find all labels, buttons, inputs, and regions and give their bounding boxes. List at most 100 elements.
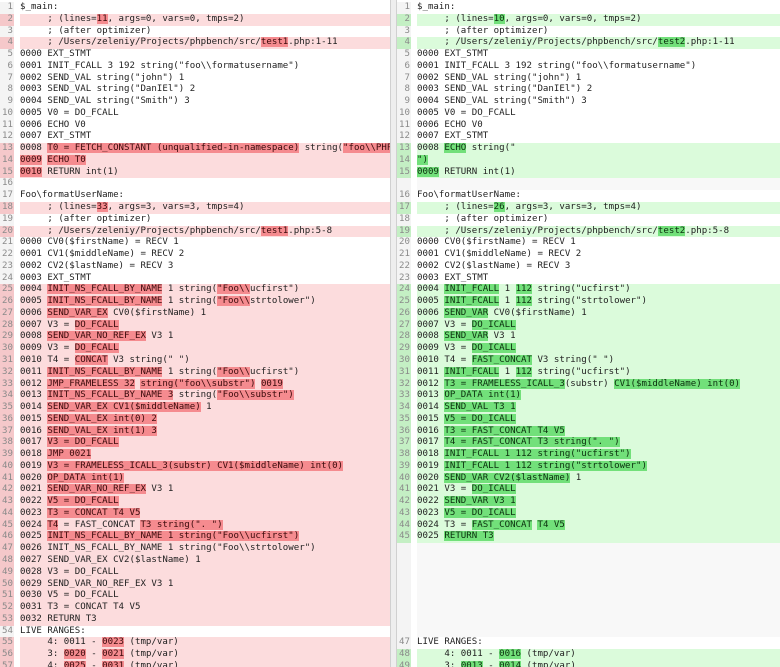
diff-change-highlight: test1 (260, 225, 289, 236)
left-line-38: 38 0017 V3 = DO_FCALL (0, 437, 390, 450)
code-text: 0006 SEND_VAR CV0($firstName) 1 (417, 307, 780, 320)
line-number: 16 (0, 178, 14, 191)
code-text: 4: 0011 - 0023 (tmp/var) (20, 637, 390, 650)
left-line-9: 9 0004 SEND_VAL string("Smith") 3 (0, 96, 390, 108)
line-number: 21 (397, 249, 411, 261)
code-text (417, 566, 780, 579)
right-line-1: 1 $_main: (397, 2, 780, 14)
code-text: 0014 SEND_VAR_EX CV1($middleName) 1 (20, 402, 390, 414)
line-number: 24 (0, 272, 14, 285)
line-number: 7 (0, 72, 14, 85)
line-number: 37 (0, 425, 14, 438)
line-number: 48 (0, 554, 14, 567)
line-number: 13 (397, 143, 411, 155)
diff-change-highlight: 26 (493, 202, 505, 213)
code-text: 0020 SEND_VAR CV2($lastName) 1 (417, 472, 780, 485)
right-line-14: 14 ") (397, 154, 780, 167)
right-line-43: 43 0023 V5 = DO_ICALL (397, 507, 780, 520)
code-text: 0013 INIT_NS_FCALL_BY_NAME 3 string("Foo… (20, 390, 390, 403)
diff-change-highlight: 112 (515, 284, 532, 295)
code-text: 0009 V3 = DO_ICALL (417, 343, 780, 355)
left-line-44: 44 0023 T3 = CONCAT T4 V5 (0, 507, 390, 520)
diff-change-highlight: V5 = DO_FCALL (47, 496, 119, 507)
right-line-12: 12 0007 EXT_STMT (397, 131, 780, 144)
right-line-16: 16 Foo\formatUserName: (397, 190, 780, 203)
left-line-24: 24 0003 EXT_STMT (0, 272, 390, 285)
left-line-15: 15 0010 RETURN int(1) (0, 166, 390, 179)
diff-change-highlight: OP_DATA int(1) (47, 472, 125, 483)
left-line-56: 56 3: 0020 - 0021 (tmp/var) (0, 649, 390, 661)
right-pane-modified[interactable]: 1 $_main: 2 ; (lines=10, args=0, vars=0, t… (397, 2, 780, 667)
right-line-15: 15 0009 RETURN int(1) (397, 166, 780, 179)
right-line-32: 32 0012 T3 = FRAMELESS_ICALL_3(substr) CV… (397, 378, 780, 391)
left-line-35: 35 0014 SEND_VAR_EX CV1($middleName) 1 (0, 402, 390, 414)
diff-change-highlight: JMP_FRAMELESS 32 (47, 378, 135, 389)
right-line-9: 9 0004 SEND_VAL string("Smith") 3 (397, 96, 780, 108)
code-text: 0018 JMP 0021 (20, 449, 390, 461)
left-line-30: 30 0009 V3 = DO_FCALL (0, 343, 390, 355)
line-number: 22 (397, 260, 411, 273)
code-text: 0017 V3 = DO_FCALL (20, 437, 390, 450)
diff-change-highlight: 0010 (20, 166, 42, 177)
code-text: ; (after optimizer) (417, 25, 549, 36)
line-number: 17 (0, 190, 14, 203)
code-text: 0001 CV1($middleName) = RECV 2 (417, 249, 582, 260)
line-number: 14 (0, 154, 14, 167)
right-line-38: 38 0018 INIT_FCALL 1 112 string("ucfirst"… (397, 449, 780, 461)
code-text: 0004 INIT_NS_FCALL_BY_NAME 1 string("Foo… (20, 284, 390, 297)
diff-change-highlight: "Foo\\ (217, 296, 250, 307)
line-number (397, 178, 411, 191)
diff-change-highlight: SEND_VAL_EX int(1) 3 (47, 425, 157, 436)
diff-change-highlight: ECHO T0 (47, 154, 86, 165)
code-text: 0024 T3 = FAST_CONCAT T4 V5 (417, 519, 780, 532)
diff-change-highlight: T4 V5 (537, 519, 565, 530)
code-text: ; (lines=26, args=3, vars=3, tmps=4) (417, 202, 780, 214)
code-text: 0025 INIT_NS_FCALL_BY_NAME 1 string("Foo… (20, 531, 390, 544)
line-number: 20 (397, 237, 411, 250)
left-line-17: 17 Foo\formatUserName: (0, 190, 390, 203)
code-text (417, 578, 780, 591)
left-line-4: 4 ; /Users/zeleniy/Projects/phpbench/src… (0, 37, 390, 50)
diff-change-highlight: 0009 (417, 166, 439, 177)
code-text: 0008 T0 = FETCH_CONSTANT (unqualified-in… (20, 143, 390, 155)
right-line-filler-52 (397, 613, 780, 626)
code-text: 0021 SEND_VAR_NO_REF_EX V3 1 (20, 484, 390, 497)
right-line-filler-53 (397, 625, 780, 638)
code-text: LIVE RANGES: (20, 625, 86, 636)
line-number: 3 (397, 25, 411, 38)
code-text: 0002 SEND_VAL string("john") 1 (20, 72, 185, 83)
code-text: 0005 INIT_NS_FCALL_BY_NAME 1 string("Foo… (20, 296, 390, 308)
line-number: 43 (397, 507, 411, 520)
pane-divider[interactable] (390, 0, 397, 667)
right-line-filler-47 (397, 554, 780, 567)
code-text: 4: 0011 - 0016 (tmp/var) (417, 649, 780, 661)
left-line-57: 57 4: 0025 - 0031 (tmp/var) (0, 660, 390, 667)
line-number: 34 (0, 390, 14, 403)
diff-change-highlight: 0013 (460, 660, 483, 667)
diff-change-highlight: "Foo\\ (217, 366, 250, 377)
right-line-filler-48 (397, 566, 780, 579)
line-number (397, 543, 411, 555)
diff-change-highlight: 0021 (102, 649, 125, 660)
line-number: 57 (0, 660, 14, 667)
left-line-45: 45 0024 T4 = FAST_CONCAT T3 string(". ") (0, 519, 390, 532)
line-number: 11 (397, 119, 411, 132)
left-line-41: 41 0020 OP_DATA int(1) (0, 472, 390, 485)
diff-change-highlight: INIT_FCALL 1 112 string("strtolower") (444, 460, 647, 471)
line-number: 27 (397, 319, 411, 332)
line-number (397, 578, 411, 591)
line-number: 45 (0, 519, 14, 532)
line-number: 52 (0, 602, 14, 614)
diff-change-highlight: DO_FCALL (74, 343, 119, 354)
line-number: 12 (397, 131, 411, 144)
left-line-5: 5 0000 EXT_STMT (0, 49, 390, 61)
left-pane-original[interactable]: 1 $_main: 2 ; (lines=11, args=0, vars=0, t… (0, 2, 390, 667)
code-text: 0015 V5 = DO_ICALL (417, 413, 780, 426)
left-line-1: 1 $_main: (0, 2, 390, 14)
right-line-33: 33 0013 OP_DATA int(1) (397, 390, 780, 403)
diff-change-highlight: CONCAT (74, 354, 108, 365)
code-text: 0010 RETURN int(1) (20, 166, 390, 179)
diff-change-highlight: test2 (657, 225, 686, 236)
code-text: 0000 EXT_STMT (417, 49, 489, 60)
code-text: 0030 V5 = DO_FCALL (20, 590, 390, 603)
